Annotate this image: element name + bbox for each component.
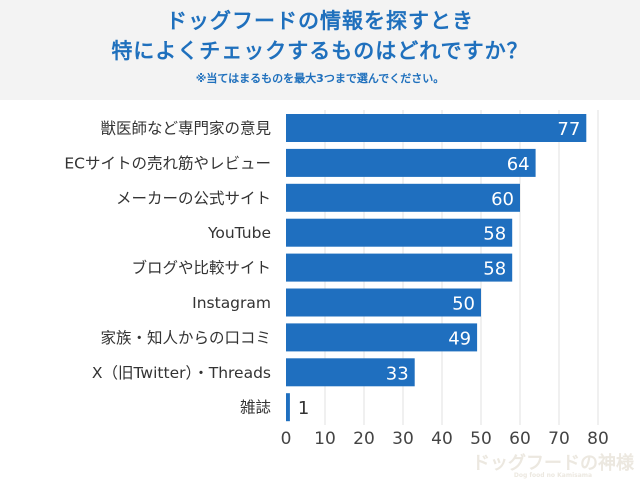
- x-tick-label: 70: [548, 429, 570, 449]
- category-label: ブログや比較サイト: [131, 258, 271, 277]
- data-label: 49: [448, 328, 471, 349]
- category-label: メーカーの公式サイト: [116, 189, 271, 207]
- data-label: 1: [298, 398, 309, 419]
- x-tick-label: 30: [392, 429, 414, 449]
- x-tick-label: 10: [314, 429, 336, 449]
- category-label: ECサイトの売れ筋やレビュー: [64, 154, 271, 172]
- x-tick-label: 20: [353, 429, 375, 449]
- bar: [286, 183, 520, 212]
- category-label: 獣医師など専門家の意見: [100, 119, 271, 138]
- chart-title: ドッグフードの情報を探すとき: [166, 9, 474, 33]
- chart-header: ドッグフードの情報を探すとき 特によくチェックするものはどれですか？ ※当てはま…: [0, 0, 640, 100]
- category-label: X（旧Twitter）・Threads: [92, 364, 271, 382]
- bar: [286, 323, 478, 352]
- bar: [286, 288, 481, 317]
- category-label: 家族・知人からの口コミ: [100, 329, 271, 347]
- category-label: YouTube: [207, 224, 271, 242]
- bar: [286, 148, 536, 177]
- bar: [286, 218, 513, 247]
- x-tick-label: 40: [431, 429, 453, 449]
- data-label: 50: [452, 294, 475, 315]
- logo-text: ドッグフードの神様: [472, 453, 634, 474]
- x-tick-label: 0: [281, 429, 292, 449]
- bar: [286, 358, 415, 387]
- data-label: 64: [507, 154, 530, 175]
- logo-tagline: Dog food no Kamisama: [513, 472, 593, 479]
- data-label: 33: [386, 363, 409, 384]
- logo-watermark: ドッグフードの神様 Dog food no Kamisama: [472, 454, 634, 479]
- category-label: Instagram: [192, 294, 271, 312]
- bar: [286, 253, 513, 282]
- chart-subtitle: ※当てはまるものを最大3つまで選んでください。: [195, 72, 445, 85]
- x-tick-label: 80: [587, 429, 609, 449]
- data-label: 58: [483, 224, 506, 245]
- x-tick-label: 60: [509, 429, 531, 449]
- bar: [286, 393, 290, 422]
- chart-title-line2: 特によくチェックするものはどれですか？: [111, 39, 529, 63]
- data-label: 60: [491, 189, 514, 210]
- bar: [286, 114, 587, 142]
- x-tick-label: 50: [470, 429, 492, 449]
- category-label: 雑誌: [240, 399, 271, 417]
- data-label: 58: [483, 259, 506, 280]
- data-label: 77: [557, 119, 580, 140]
